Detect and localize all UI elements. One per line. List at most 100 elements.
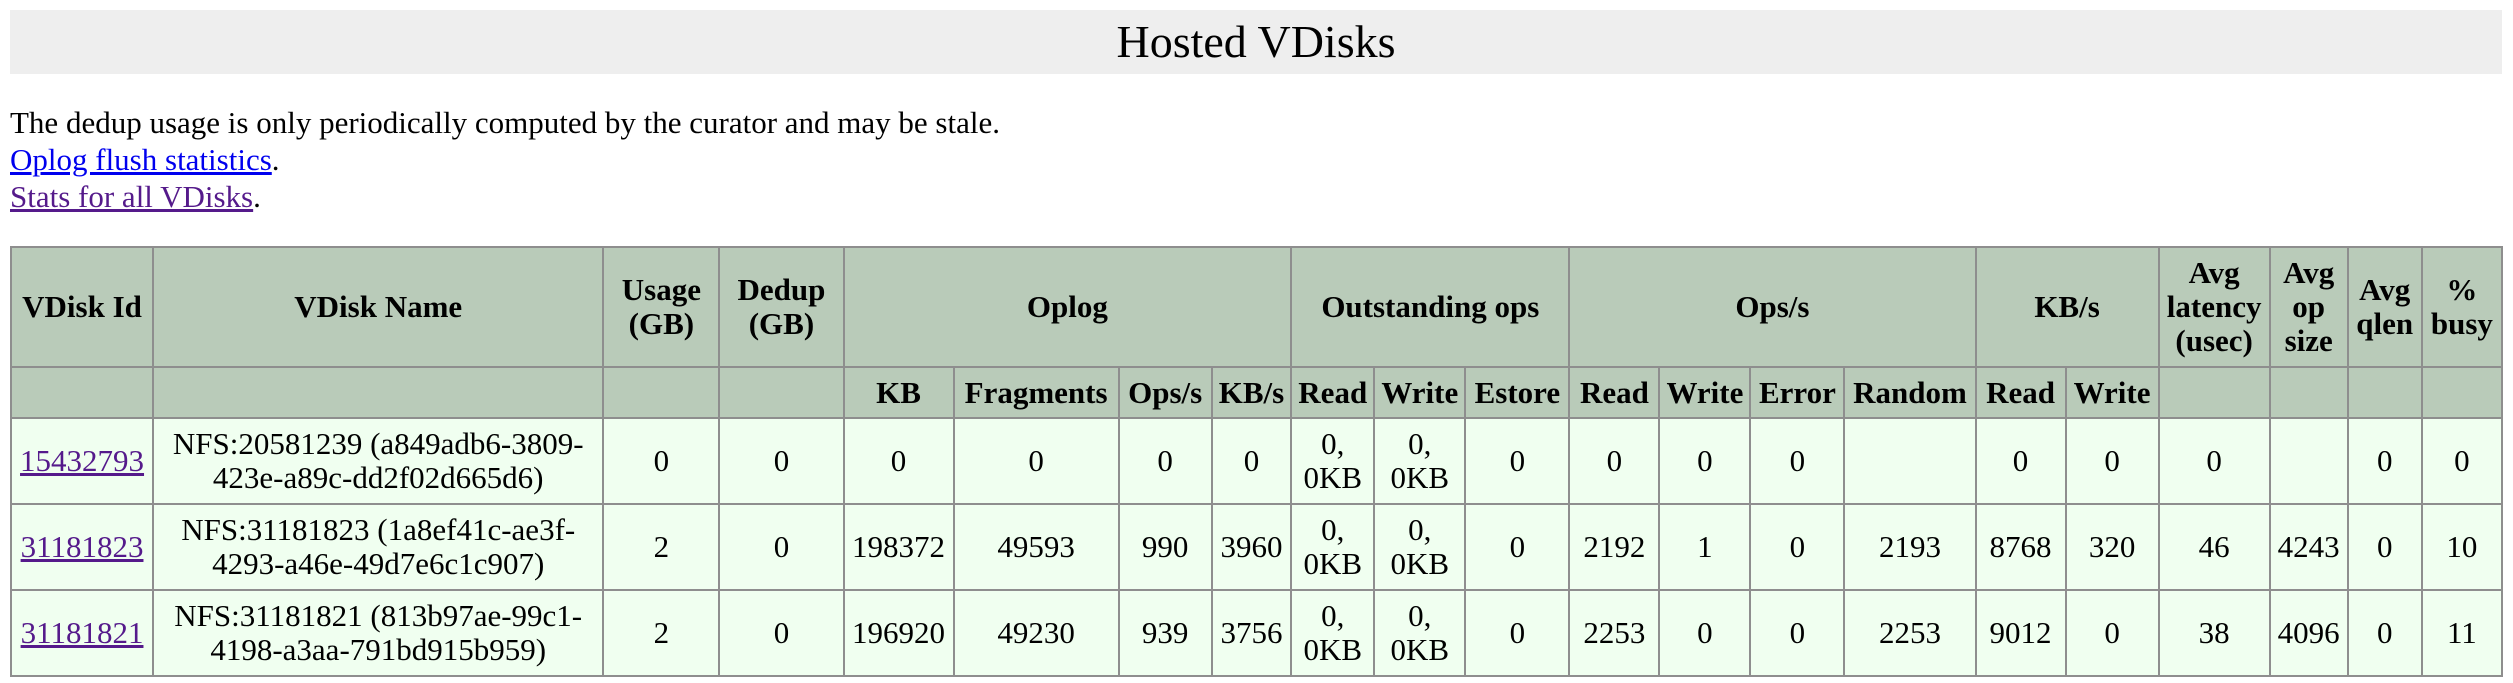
outstanding-estore-cell: 0	[1464, 589, 1571, 677]
vdisk-id-cell: 31181823	[9, 503, 155, 591]
col-vdisk-name: VDisk Name	[152, 246, 605, 368]
oplog-fragments-cell: 0	[952, 417, 1120, 505]
dedup-cell: 0	[718, 503, 845, 591]
pct-busy-cell: 0	[2420, 417, 2504, 505]
subheader-ops-write: Write	[1658, 366, 1752, 419]
vdisk-id-link[interactable]: 15432793	[20, 443, 145, 478]
stats-all-vdisks-link[interactable]: Stats for all VDisks	[10, 179, 254, 214]
table-row: 31181821 NFS:31181821 (813b97ae-99c1-419…	[9, 589, 2504, 677]
ops-write-cell: 1	[1658, 503, 1752, 591]
dedup-cell: 0	[718, 589, 845, 677]
pct-busy-cell: 11	[2420, 589, 2504, 677]
ops-error-cell: 0	[1749, 589, 1846, 677]
usage-cell: 2	[602, 589, 721, 677]
outstanding-read-cell: 0, 0KB	[1290, 589, 1376, 677]
vdisk-id-link[interactable]: 31181821	[20, 615, 144, 650]
oplog-kb-cell: 198372	[842, 503, 955, 591]
vdisk-id-link[interactable]: 31181823	[20, 529, 144, 564]
vdisk-name-cell: NFS:31181823 (1a8ef41c-ae3f-4293-a46e-49…	[152, 503, 605, 591]
avg-op-size-cell: 4243	[2268, 503, 2349, 591]
vdisk-name-cell: NFS:20581239 (a849adb6-3809-423e-a89c-dd…	[152, 417, 605, 505]
subheader-kbs-read: Read	[1974, 366, 2067, 419]
ops-read-cell: 0	[1568, 417, 1661, 505]
subheader-ops-random: Random	[1843, 366, 1977, 419]
outstanding-read-cell: 0, 0KB	[1290, 417, 1376, 505]
kbs-read-cell: 9012	[1974, 589, 2067, 677]
oplog-kb-cell: 196920	[842, 589, 955, 677]
oplog-fragments-cell: 49593	[952, 503, 1120, 591]
outstanding-write-cell: 0, 0KB	[1373, 503, 1467, 591]
oplog-ops-cell: 0	[1117, 417, 1213, 505]
page-title: Hosted VDisks	[10, 10, 2502, 74]
subheader-empty	[718, 366, 845, 419]
ops-error-cell: 0	[1749, 417, 1846, 505]
usage-cell: 2	[602, 503, 721, 591]
subheader-empty	[2420, 366, 2504, 419]
oplog-kb-cell: 0	[842, 417, 955, 505]
oplog-kbs-cell: 3960	[1210, 503, 1293, 591]
subheader-ops-error: Error	[1749, 366, 1846, 419]
col-vdisk-id: VDisk Id	[9, 246, 155, 368]
ops-write-cell: 0	[1658, 417, 1752, 505]
stats-link-line: Stats for all VDisks.	[10, 179, 261, 214]
outstanding-estore-cell: 0	[1464, 503, 1571, 591]
kbs-read-cell: 8768	[1974, 503, 2067, 591]
oplog-fragments-cell: 49230	[952, 589, 1120, 677]
vdisk-name-cell: NFS:31181821 (813b97ae-99c1-4198-a3aa-79…	[152, 589, 605, 677]
oplog-link-line: Oplog flush statistics.	[10, 142, 280, 177]
col-usage: Usage (GB)	[602, 246, 721, 368]
table-row: 31181823 NFS:31181823 (1a8ef41c-ae3f-429…	[9, 503, 2504, 591]
col-group-ops-s: Ops/s	[1568, 246, 1977, 368]
outstanding-estore-cell: 0	[1464, 417, 1571, 505]
outstanding-write-cell: 0, 0KB	[1373, 417, 1467, 505]
avg-op-size-cell: 4096	[2268, 589, 2349, 677]
outstanding-read-cell: 0, 0KB	[1290, 503, 1376, 591]
avg-qlen-cell: 0	[2346, 503, 2423, 591]
col-dedup: Dedup (GB)	[718, 246, 845, 368]
avg-qlen-cell: 0	[2346, 417, 2423, 505]
vdisk-id-cell: 15432793	[9, 417, 155, 505]
subheader-oplog-kbs: KB/s	[1210, 366, 1293, 419]
vdisks-table: VDisk Id VDisk Name Usage (GB) Dedup (GB…	[9, 246, 2504, 677]
oplog-ops-cell: 990	[1117, 503, 1213, 591]
kbs-write-cell: 0	[2064, 589, 2160, 677]
pct-busy-cell: 10	[2420, 503, 2504, 591]
col-group-kb-s: KB/s	[1974, 246, 2160, 368]
col-avg-op-size: Avg op size	[2268, 246, 2349, 368]
kbs-read-cell: 0	[1974, 417, 2067, 505]
subheader-outstanding-write: Write	[1373, 366, 1467, 419]
col-avg-qlen: Avg qlen	[2346, 246, 2423, 368]
subheader-empty	[9, 366, 155, 419]
subheader-empty	[152, 366, 605, 419]
avg-qlen-cell: 0	[2346, 589, 2423, 677]
ops-write-cell: 0	[1658, 589, 1752, 677]
col-group-oplog: Oplog	[842, 246, 1293, 368]
dedup-cell: 0	[718, 417, 845, 505]
ops-random-cell	[1843, 417, 1977, 505]
oplog-flush-statistics-link[interactable]: Oplog flush statistics	[10, 142, 272, 177]
ops-error-cell: 0	[1749, 503, 1846, 591]
subheader-empty	[2157, 366, 2271, 419]
col-group-outstanding-ops: Outstanding ops	[1290, 246, 1571, 368]
ops-random-cell: 2193	[1843, 503, 1977, 591]
subheader-oplog-fragments: Fragments	[952, 366, 1120, 419]
avg-latency-cell: 46	[2157, 503, 2271, 591]
subheader-kbs-write: Write	[2064, 366, 2160, 419]
avg-latency-cell: 0	[2157, 417, 2271, 505]
table-row: 15432793 NFS:20581239 (a849adb6-3809-423…	[9, 417, 2504, 505]
notes-section: The dedup usage is only periodically com…	[10, 104, 1000, 215]
kbs-write-cell: 320	[2064, 503, 2160, 591]
ops-read-cell: 2253	[1568, 589, 1661, 677]
col-pct-busy: % busy	[2420, 246, 2504, 368]
subheader-oplog-ops: Ops/s	[1117, 366, 1213, 419]
vdisk-id-cell: 31181821	[9, 589, 155, 677]
subheader-empty	[602, 366, 721, 419]
oplog-ops-cell: 939	[1117, 589, 1213, 677]
oplog-kbs-cell: 3756	[1210, 589, 1293, 677]
ops-random-cell: 2253	[1843, 589, 1977, 677]
subheader-empty	[2268, 366, 2349, 419]
outstanding-write-cell: 0, 0KB	[1373, 589, 1467, 677]
usage-cell: 0	[602, 417, 721, 505]
subheader-outstanding-read: Read	[1290, 366, 1376, 419]
